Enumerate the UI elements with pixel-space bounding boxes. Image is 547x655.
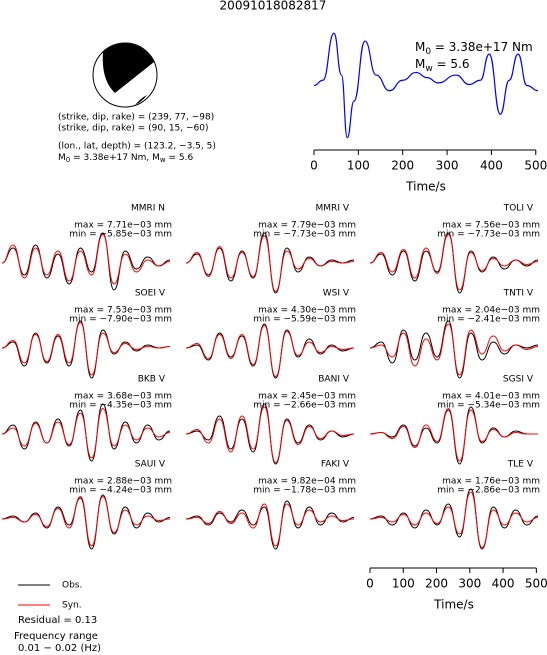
- x-tick-label: 200: [425, 577, 448, 591]
- waveform-syn: [369, 407, 538, 462]
- waveform-syn: [369, 491, 539, 549]
- mechanism-text: (lon., lat, depth) = (123.2, −3.5, 5): [58, 142, 216, 152]
- mechanism-text: (strike, dip, rake) = (239, 77, −98): [58, 113, 214, 123]
- waveform-syn: [185, 503, 355, 547]
- x-tick-label: 300: [436, 159, 459, 173]
- station-name: SAUI V: [135, 460, 166, 470]
- station-name: BKB V: [138, 375, 166, 385]
- station-min: min = −4.35e−03 mm: [69, 401, 172, 411]
- mw-label: Mw = 5.6: [415, 57, 470, 74]
- station-min: min = −7.90e−03 mm: [69, 315, 172, 325]
- waveform-syn: [185, 324, 355, 378]
- x-tick-label: 200: [391, 159, 414, 173]
- x-tick-label: 100: [347, 159, 370, 173]
- station-name: TLE V: [507, 460, 534, 470]
- station-min: min = −4.24e−03 mm: [69, 486, 172, 496]
- beachball: [92, 42, 158, 108]
- residual: Residual = 0.13: [18, 615, 97, 626]
- x-tick-label: 0: [310, 159, 318, 173]
- waveform-syn: [1, 495, 171, 547]
- x-tick-label: 500: [524, 159, 547, 173]
- station-max: max = 3.68e−03 mm: [74, 392, 172, 402]
- title: 20091018082817: [220, 0, 327, 13]
- x-axis-label: Time/s: [405, 180, 446, 194]
- freq-label: Frequency range: [14, 631, 98, 642]
- x-tick-label: 400: [480, 159, 503, 173]
- station-min: min = −5.59e−03 mm: [253, 315, 356, 325]
- station-min: min = −2.41e−03 mm: [437, 315, 540, 325]
- station-min: min = −7.73e−03 mm: [253, 230, 356, 240]
- source-time-function: [313, 32, 539, 139]
- station-max: max = 4.01e−03 mm: [442, 392, 540, 402]
- station-max: max = 2.45e−03 mm: [258, 392, 356, 402]
- waveform-syn: [1, 407, 171, 459]
- station-max: max = 2.04e−03 mm: [442, 306, 540, 316]
- waveform-syn: [185, 406, 355, 464]
- waveform-syn: [369, 323, 539, 376]
- station-min: min = −7.73e−03 mm: [437, 230, 540, 240]
- station-max: max = 7.56e−03 mm: [442, 221, 540, 231]
- x-tick-label: 100: [392, 577, 415, 591]
- station-max: max = 7.79e−03 mm: [258, 221, 356, 231]
- waveform-syn: [369, 233, 539, 291]
- station-name: WSI V: [323, 289, 350, 299]
- x-tick-label: 0: [366, 577, 374, 591]
- legend-label: Syn.: [62, 601, 82, 611]
- x-tick-label: 400: [492, 577, 515, 591]
- station-name: MMRI V: [316, 204, 350, 214]
- station-name: BANI V: [318, 375, 350, 385]
- station-max: max = 7.71e−03 mm: [74, 221, 172, 231]
- station-min: min = −1.78e−03 mm: [253, 486, 356, 496]
- station-name: TOLI V: [503, 204, 534, 214]
- station-name: TNTI V: [503, 289, 534, 299]
- station-max: max = 9.82e−04 mm: [258, 477, 356, 487]
- x-tick-label: 300: [458, 577, 481, 591]
- station-max: max = 7.53e−03 mm: [74, 306, 172, 316]
- station-min: min = −2.86e−03 mm: [437, 486, 540, 496]
- mechanism-text: M0 = 3.38e+17 Nm, Mw = 5.6: [58, 153, 194, 165]
- mechanism-text: (strike, dip, rake) = (90, 15, −60): [58, 124, 209, 134]
- x-tick-label: 500: [525, 577, 547, 591]
- station-max: max = 1.76e−03 mm: [442, 477, 540, 487]
- m0-label: M0 = 3.38e+17 Nm: [415, 40, 533, 57]
- station-min: min = −5.85e−03 mm: [69, 230, 172, 240]
- station-min: min = −5.34e−03 mm: [437, 401, 540, 411]
- station-min: min = −2.66e−03 mm: [253, 401, 356, 411]
- station-max: max = 2.88e−03 mm: [74, 477, 172, 487]
- station-name: SGSI V: [503, 375, 534, 385]
- freq-range: 0.01 − 0.02 (Hz): [18, 643, 101, 654]
- legend-label: Obs.: [62, 581, 82, 591]
- waveform-syn: [1, 321, 171, 376]
- waveform-syn: [185, 235, 355, 293]
- station-name: MMRI N: [131, 204, 165, 214]
- station-name: FAKI V: [321, 460, 350, 470]
- station-name: SOEI V: [135, 289, 166, 299]
- waveform-syn: [1, 233, 171, 285]
- waveform-obs: [1, 232, 171, 291]
- x-axis-label: Time/s: [433, 598, 474, 612]
- station-max: max = 4.30e−03 mm: [258, 306, 356, 316]
